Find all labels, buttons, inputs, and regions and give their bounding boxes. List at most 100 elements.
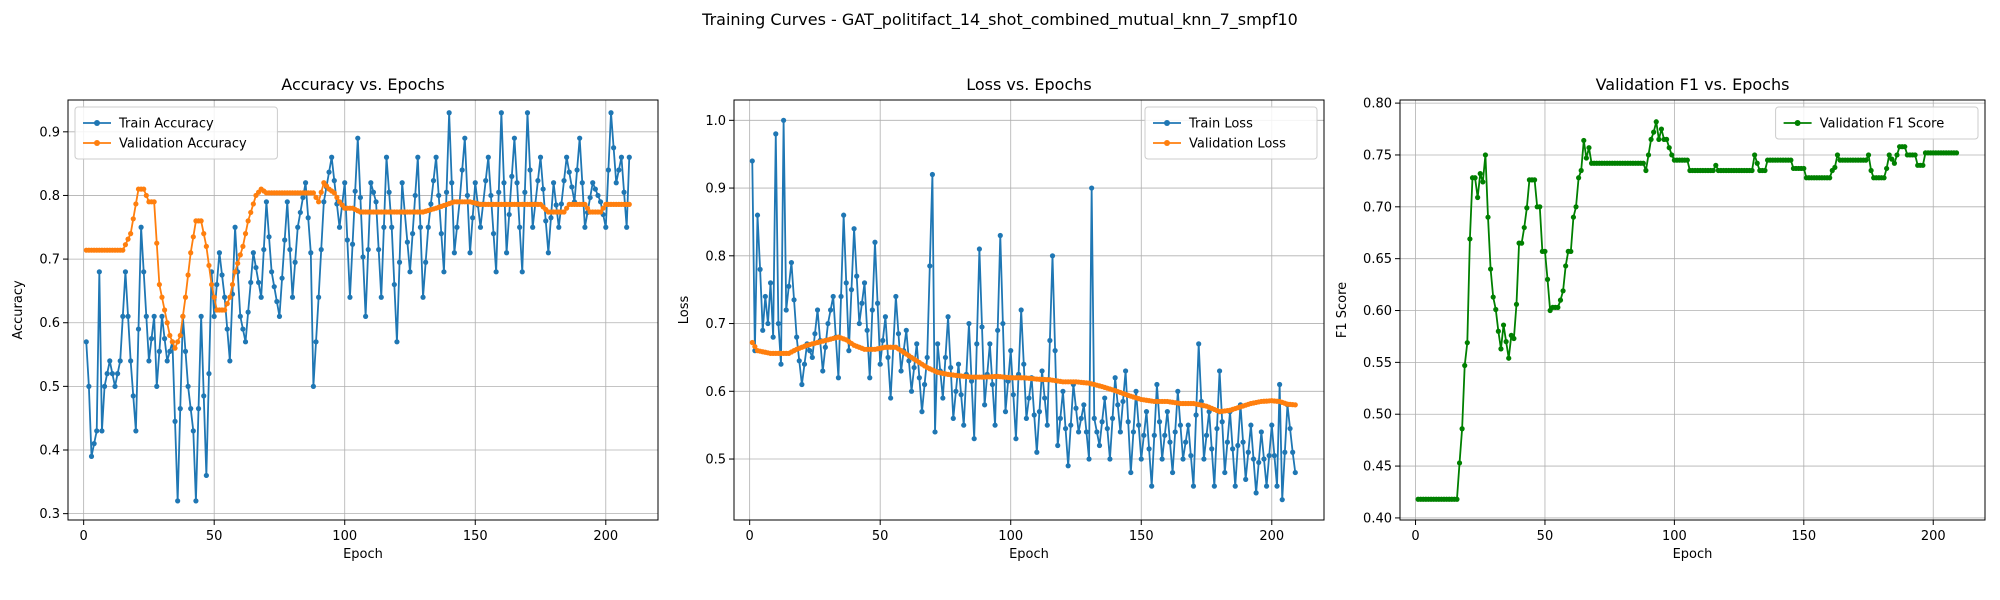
data-point	[169, 339, 176, 345]
data-point	[974, 341, 980, 347]
data-point	[1570, 214, 1577, 220]
data-point	[1920, 162, 1926, 168]
data-point	[864, 327, 870, 333]
data-point	[177, 332, 183, 339]
series-line	[751, 119, 1297, 501]
data-point	[1250, 456, 1257, 462]
data-point	[128, 358, 134, 364]
data-point	[924, 354, 930, 361]
data-point	[1193, 412, 1199, 418]
data-point	[1555, 304, 1561, 311]
data-point	[128, 231, 134, 237]
data-point	[342, 180, 348, 186]
data-point	[240, 243, 246, 249]
data-point	[1230, 446, 1236, 452]
data-point	[493, 269, 499, 275]
data-point	[1752, 152, 1758, 158]
data-point	[861, 280, 868, 286]
data-point	[814, 307, 821, 313]
data-point	[1266, 453, 1272, 459]
data-point	[867, 375, 873, 381]
data-point	[597, 199, 604, 205]
data-point	[511, 135, 518, 141]
data-point	[506, 211, 512, 218]
data-point	[550, 180, 557, 186]
data-point	[417, 224, 424, 230]
data-point	[154, 240, 160, 246]
data-point	[535, 178, 541, 184]
data-point	[1201, 456, 1207, 462]
y-tick-label: 0.55	[1363, 356, 1392, 371]
data-point	[370, 189, 377, 195]
data-point	[827, 307, 834, 313]
data-point	[1232, 483, 1238, 489]
data-point	[224, 326, 230, 332]
x-tick-label: 0	[1411, 529, 1419, 544]
data-point	[1094, 429, 1100, 435]
legend-swatch-marker	[1164, 120, 1170, 126]
data-point	[843, 280, 849, 286]
series-validation-loss	[749, 334, 1298, 415]
data-point	[577, 135, 583, 141]
data-point	[117, 358, 123, 364]
data-point	[872, 239, 878, 245]
data-point	[948, 364, 954, 371]
data-point	[548, 215, 554, 221]
y-tick-label: 0.65	[1363, 252, 1392, 267]
data-point	[198, 218, 204, 224]
data-point	[561, 209, 567, 215]
data-point	[1664, 136, 1670, 143]
data-point	[1477, 171, 1483, 177]
y-tick-label: 0.4	[39, 444, 60, 459]
data-point	[1076, 429, 1082, 435]
data-point	[1175, 388, 1181, 394]
series-train-loss	[749, 117, 1298, 503]
data-point	[498, 110, 504, 116]
data-point	[255, 279, 262, 286]
y-axis-label: Accuracy	[11, 280, 26, 340]
data-point	[540, 186, 546, 192]
data-point	[778, 361, 784, 367]
data-point	[1117, 429, 1123, 435]
data-point	[1224, 439, 1231, 445]
data-point	[378, 294, 384, 300]
data-point	[1754, 160, 1760, 166]
data-point	[467, 250, 473, 256]
x-tick-label: 100	[332, 529, 357, 544]
data-point	[1089, 185, 1095, 191]
data-point	[122, 269, 129, 275]
data-point	[1044, 422, 1050, 428]
data-point	[971, 436, 977, 442]
data-point	[172, 345, 178, 351]
data-point	[232, 224, 238, 230]
data-point	[574, 167, 580, 173]
data-point	[198, 313, 204, 319]
data-point	[206, 371, 212, 377]
data-point	[1211, 483, 1217, 489]
data-point	[1180, 456, 1186, 462]
data-point	[347, 294, 353, 300]
data-point	[269, 269, 275, 275]
data-point	[1130, 429, 1137, 435]
data-point	[989, 381, 996, 388]
data-point	[1454, 496, 1460, 502]
data-point	[1047, 337, 1053, 344]
data-point	[1039, 368, 1045, 374]
data-point	[104, 371, 110, 377]
x-tick-label: 150	[1791, 529, 1816, 544]
data-point	[859, 300, 865, 306]
data-point	[1292, 402, 1298, 408]
data-point	[1912, 152, 1918, 158]
data-point	[869, 307, 875, 313]
data-point	[1060, 388, 1066, 394]
data-point	[214, 281, 220, 288]
data-point	[822, 344, 828, 350]
data-point	[1506, 355, 1512, 361]
y-tick-label: 0.45	[1363, 460, 1392, 475]
data-point	[564, 205, 570, 211]
data-point	[175, 339, 181, 345]
data-point	[336, 224, 343, 230]
data-point	[1136, 422, 1142, 428]
data-point	[1459, 426, 1465, 432]
data-point	[1524, 205, 1530, 211]
